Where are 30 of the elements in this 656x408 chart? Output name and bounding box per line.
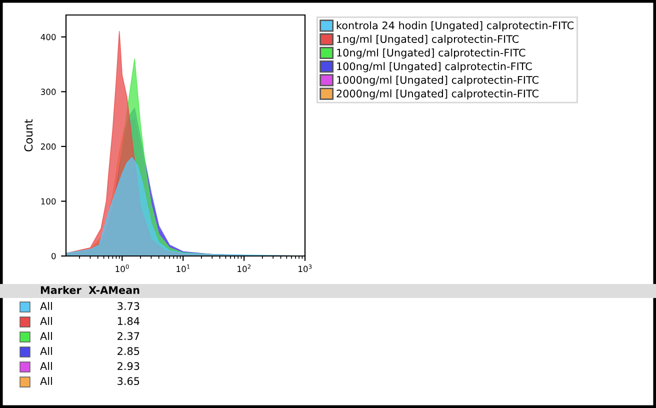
y-tick-label: 200 <box>40 143 56 150</box>
text: 3.65 <box>118 377 140 386</box>
text: 2.85 <box>118 347 140 356</box>
x-tick-label: 10$^{2}$ <box>238 264 251 272</box>
text: All <box>40 302 52 310</box>
text: 1.84 <box>118 317 140 326</box>
y-tick-label: 300 <box>41 88 56 95</box>
text: All <box>40 346 52 355</box>
x-tick-label: 10$^{0}$ <box>116 264 129 272</box>
x-tick-label: 10$^{1}$ <box>176 264 190 272</box>
y-tick-label: 0 <box>52 252 56 260</box>
text: X-AMean <box>88 286 140 294</box>
legend-label: kontrola 24 hodin [Ungated] calprotectin-FITC <box>336 21 574 32</box>
text: All <box>40 376 52 385</box>
text: All <box>40 362 52 370</box>
y-tick-label: 100 <box>41 198 56 205</box>
text: 3.73 <box>118 302 140 310</box>
text: 2.37 <box>118 332 140 340</box>
text: All <box>40 316 52 325</box>
y-axis-title: Count <box>24 119 33 152</box>
legend-label: 1ng/ml [Ungated] calprotectin-FITC <box>337 34 519 45</box>
text: All <box>40 332 52 340</box>
legend-label: 100ng/ml [Ungated] calprotectin-FITC <box>337 62 532 72</box>
text: Marker <box>40 286 82 294</box>
x-tick-label: 10$^{3}$ <box>298 264 312 272</box>
text: 2.93 <box>118 362 140 370</box>
y-tick-label: 400 <box>40 34 56 40</box>
legend-label: 10ng/ml [Ungated] calprotectin-FITC <box>337 48 526 59</box>
legend-label: 2000ng/ml [Ungated] calprotectin-FITC <box>336 89 538 100</box>
legend-label: 1000ng/ml [Ungated] calprotectin-FITC <box>337 76 538 86</box>
